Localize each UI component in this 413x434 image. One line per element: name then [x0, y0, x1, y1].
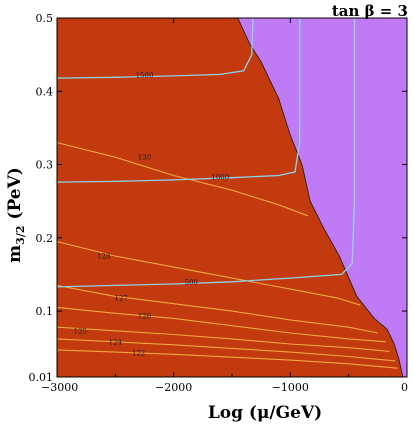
x-tick-label: −3000 [41, 381, 78, 394]
contour-label-1500: 1500 [136, 72, 154, 80]
y-tick-label: 0.5 [36, 12, 54, 25]
orange-contour-127 [57, 284, 378, 334]
contour-label-124: 124 [109, 338, 123, 346]
y-axis-title-main: m [5, 245, 25, 263]
x-ticks: −3000 −2000 −1000 0 [41, 18, 408, 394]
orange-contour-126 [57, 306, 387, 343]
orange-contours [57, 142, 398, 369]
chart-annotation: tan β = 3 [332, 2, 408, 20]
y-axis-title-unit: (PeV) [5, 167, 25, 225]
allowed-region [57, 18, 403, 377]
cyan-contour-1000 [57, 18, 301, 183]
y-tick-label: 0.4 [36, 85, 54, 98]
contour-label-128: 128 [97, 253, 110, 261]
contour-label-125: 125 [74, 327, 87, 335]
contour-label-127: 127 [115, 294, 128, 302]
y-tick-label: 0.1 [36, 305, 54, 318]
orange-contour-130 [57, 142, 308, 217]
orange-contour-122 [57, 349, 398, 369]
cyan-contour-500 [57, 18, 356, 288]
contour-label-122: 122 [132, 349, 145, 357]
y-axis-title: m3/2 (PeV) [5, 167, 27, 263]
contour-label-130: 130 [138, 154, 151, 162]
contour-label-500: 500 [185, 278, 198, 286]
y-tick-label: 0.01 [29, 371, 54, 384]
contour-label-126: 126 [138, 313, 152, 321]
contour-label-1000: 1000 [211, 174, 229, 182]
orange-contour-128 [57, 240, 361, 306]
x-axis-title: Log (μ/GeV) [208, 403, 322, 423]
orange-contour-124 [57, 338, 396, 362]
cyan-contours [57, 18, 356, 288]
orange-contour-125 [57, 326, 390, 352]
region-boundary-line [237, 18, 404, 377]
contour-labels: 1500 1000 500 130 128 127 126 125 124 122 [74, 72, 230, 358]
cyan-contour-1500 [57, 18, 254, 79]
x-tick-label: −2000 [155, 381, 192, 394]
y-axis-title-subscript: 3/2 [14, 226, 27, 245]
y-tick-label: 0.2 [36, 232, 54, 245]
x-tick-label: −1000 [272, 381, 309, 394]
y-ticks: 0.01 0.1 0.2 0.3 0.4 0.5 [29, 12, 407, 384]
y-tick-label: 0.3 [36, 159, 54, 172]
x-tick-label: 0 [401, 381, 408, 394]
